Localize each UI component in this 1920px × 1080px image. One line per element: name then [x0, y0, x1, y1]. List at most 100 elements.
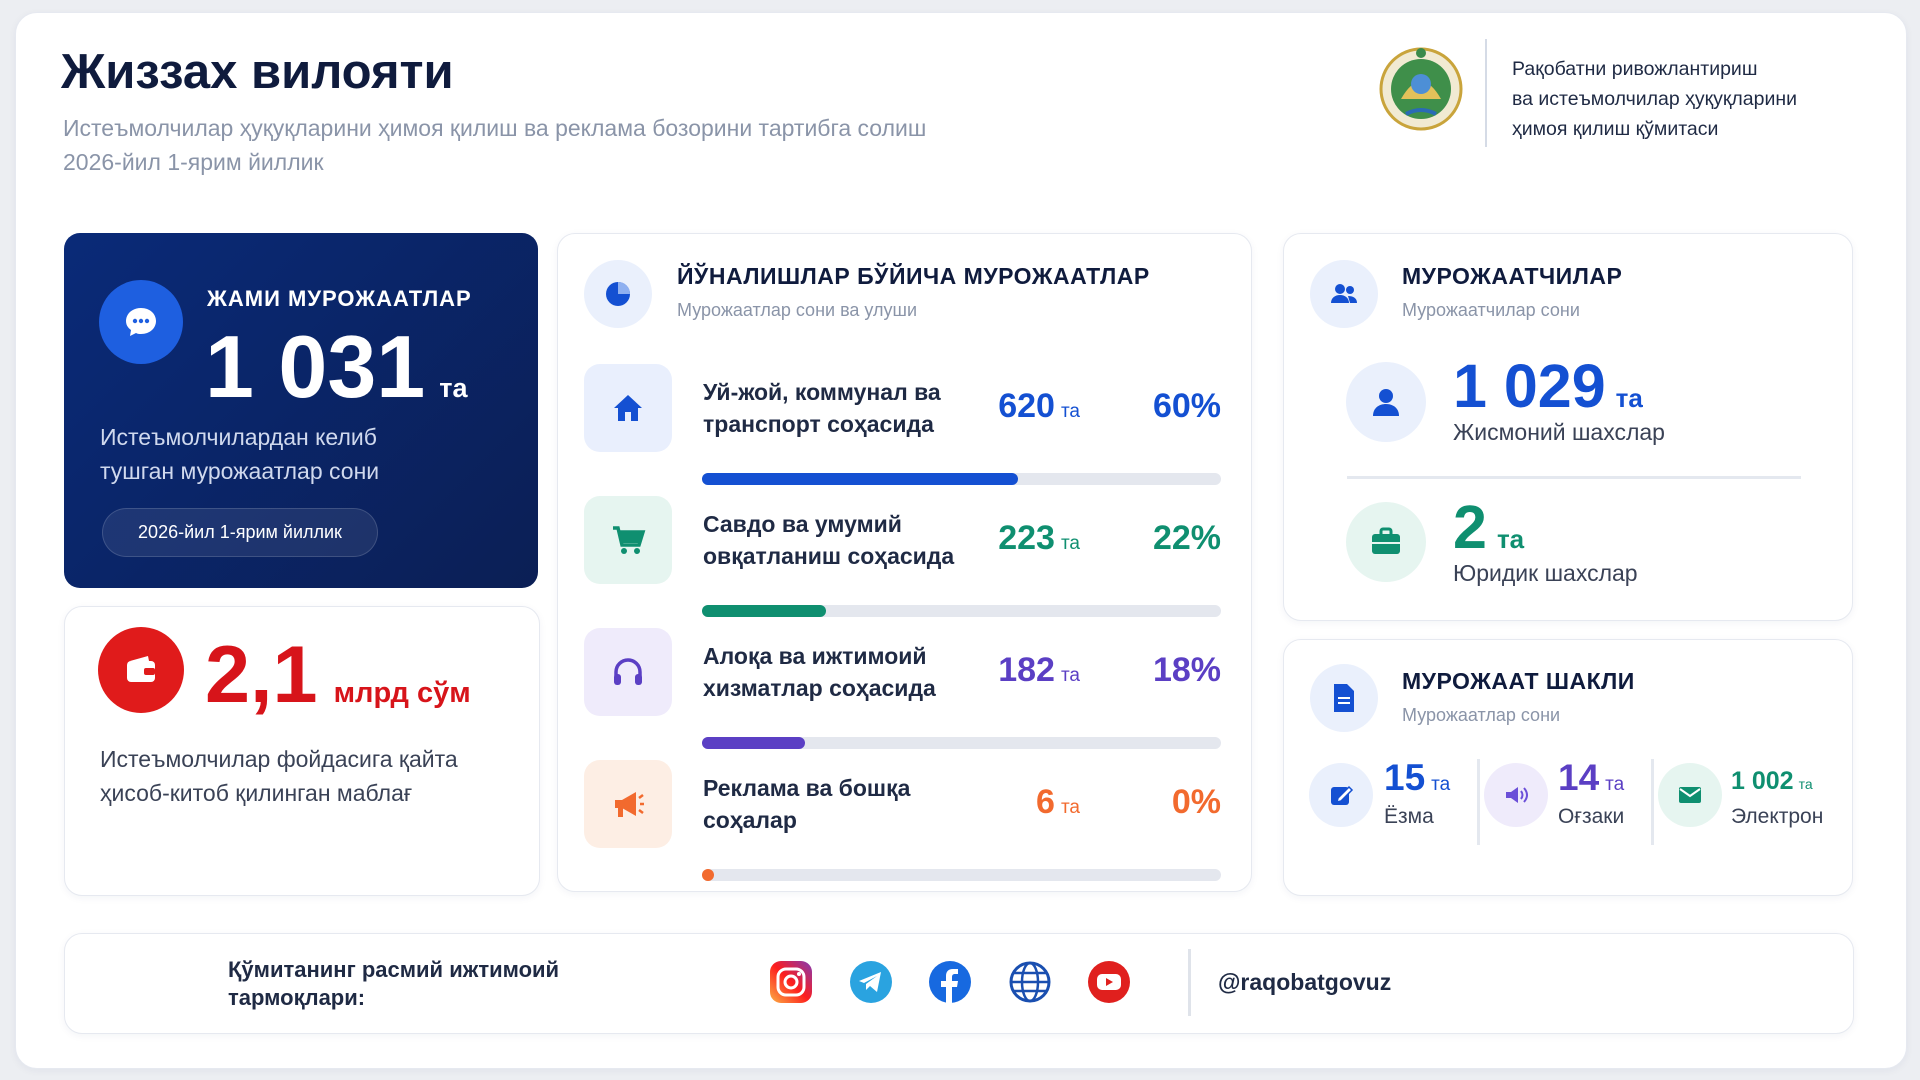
applicants-title: МУРОЖААТЧИЛАР — [1402, 263, 1623, 289]
total-description: Истеъмолчилардан келиб тушган мурожаатла… — [100, 420, 379, 488]
person-icon — [1346, 362, 1426, 442]
share-label: 0% — [1171, 783, 1221, 821]
share-label: 22% — [1152, 519, 1221, 557]
total-unit: та — [439, 373, 468, 403]
youtube-link[interactable] — [1087, 960, 1131, 1004]
org-name: Рақобатни ривожлантириш ва истеъмолчилар… — [1512, 54, 1797, 144]
form-figure: 14 та — [1558, 759, 1624, 796]
refund-unit: млрд сўм — [333, 677, 471, 709]
form-figure: 1 002 та — [1731, 769, 1813, 794]
pen-icon — [1309, 763, 1373, 827]
social-handle[interactable]: @raqobatgovuz — [1218, 969, 1392, 995]
form-label: Электрон — [1731, 805, 1824, 828]
document-icon — [1310, 664, 1378, 732]
footer-line: Қўмитанинг расмий ижтимоий — [228, 957, 560, 982]
row-count: 223 та — [998, 521, 1080, 555]
applicant-unit: та — [1615, 383, 1643, 413]
row-count: 6 та — [1036, 785, 1080, 819]
divider — [1477, 759, 1480, 845]
description-line: тушган мурожаатлар сони — [100, 458, 380, 484]
description-line: Истеъмолчилар фойдасига қайта — [100, 746, 458, 772]
divider — [1347, 476, 1801, 479]
divider — [1485, 39, 1487, 147]
total-value: 1 031 — [205, 317, 426, 416]
form-title: МУРОЖААТ ШАКЛИ — [1402, 668, 1635, 694]
row-icon — [584, 760, 672, 848]
row-count: 182 та — [998, 653, 1080, 687]
label-line: соҳалар — [703, 807, 797, 833]
label-line: Савдо ва умумий — [703, 511, 902, 537]
share-bar — [702, 605, 826, 617]
label-line: Алоқа ва ижтимоий — [703, 643, 927, 669]
period: 2026-йил 1-ярим йиллик — [63, 149, 324, 175]
pie-icon — [584, 260, 652, 328]
total-title: ЖАМИ МУРОЖААТЛАР — [207, 286, 472, 311]
applicant-figure: 2 та — [1453, 497, 1524, 558]
count-value: 182 — [998, 651, 1055, 689]
footer-line: тармоқлари: — [228, 985, 366, 1010]
emblem — [1379, 47, 1463, 131]
label-line: хизматлар соҳасида — [703, 675, 936, 701]
label-line: овқатланиш соҳасида — [703, 543, 955, 569]
share-track — [702, 869, 1221, 881]
refund-description: Истеъмолчилар фойдасига қайта ҳисоб-кито… — [100, 742, 458, 810]
facebook-link[interactable] — [928, 960, 972, 1004]
org-line: ва истеъмолчилар ҳуқуқларини — [1512, 88, 1798, 110]
row-icon — [584, 496, 672, 584]
applicant-unit: та — [1496, 524, 1525, 554]
count-unit: та — [1060, 401, 1080, 422]
directions-title: ЙЎНАЛИШЛАР БЎЙИЧА МУРОЖААТЛАР — [677, 263, 1150, 289]
label-line: Уй-жой, коммунал ва — [703, 379, 941, 405]
directions-subtitle: Мурожаатлар сони ва улуши — [677, 300, 918, 320]
mail-icon — [1658, 763, 1722, 827]
row-label: Реклама ва бошқа соҳалар — [703, 772, 910, 836]
refund-value: 2,1 — [205, 630, 318, 720]
applicant-value: 1 029 — [1453, 352, 1606, 420]
share-bar — [702, 869, 714, 881]
share-bar — [702, 737, 806, 749]
form-value: 1 002 — [1731, 767, 1794, 795]
period-badge: 2026-йил 1-ярим йиллик — [102, 508, 378, 557]
website-link[interactable] — [1008, 960, 1052, 1004]
count-unit: та — [1060, 533, 1080, 554]
telegram-link[interactable] — [849, 960, 893, 1004]
applicant-label: Жисмоний шахслар — [1453, 419, 1665, 445]
org-line: Рақобатни ривожлантириш — [1512, 58, 1758, 80]
applicants-subtitle: Мурожаатчилар сони — [1402, 300, 1580, 320]
form-unit: та — [1798, 776, 1813, 792]
share-label: 60% — [1152, 387, 1221, 425]
share-track — [702, 605, 1221, 617]
instagram-link[interactable] — [769, 960, 813, 1004]
share-bar — [702, 473, 1019, 485]
directions-card — [557, 233, 1252, 892]
chat-icon — [99, 280, 183, 364]
form-value: 14 — [1558, 757, 1600, 798]
form-subtitle: Мурожаатлар сони — [1402, 705, 1561, 725]
applicant-value: 2 — [1453, 493, 1487, 561]
form-figure: 15 та — [1384, 759, 1450, 796]
row-label: Уй-жой, коммунал ва транспорт соҳасида — [703, 376, 941, 440]
briefcase-icon — [1346, 502, 1426, 582]
label-line: Реклама ва бошқа — [703, 775, 911, 801]
footer-label: Қўмитанинг расмий ижтимоий тармоқлари: — [228, 956, 559, 1012]
share-label: 18% — [1152, 651, 1221, 689]
row-label: Алоқа ва ижтимоий хизматлар соҳасида — [703, 640, 936, 704]
divider — [1188, 949, 1191, 1016]
form-label: Ёзма — [1384, 805, 1434, 828]
form-label: Оғзаки — [1558, 805, 1625, 828]
page-title: Жиззах вилояти — [61, 45, 454, 99]
org-line: ҳимоя қилиш қўмитаси — [1512, 118, 1719, 140]
speaker-icon — [1484, 763, 1548, 827]
total-figure: 1 031 та — [205, 323, 467, 411]
applicant-figure: 1 029 та — [1453, 356, 1643, 417]
description-line: Истеъмолчилардан келиб — [100, 424, 377, 450]
refund-figure: 2,1 млрд сўм — [205, 635, 471, 716]
divider — [1651, 759, 1654, 845]
subtitle: Истеъмолчилар ҳуқуқларини ҳимоя қилиш ва… — [63, 115, 927, 141]
wallet-icon — [98, 627, 184, 713]
count-unit: та — [1060, 665, 1080, 686]
form-card — [1283, 639, 1853, 896]
count-unit: та — [1060, 797, 1080, 818]
description-line: ҳисоб-китоб қилинган маблағ — [100, 780, 413, 806]
